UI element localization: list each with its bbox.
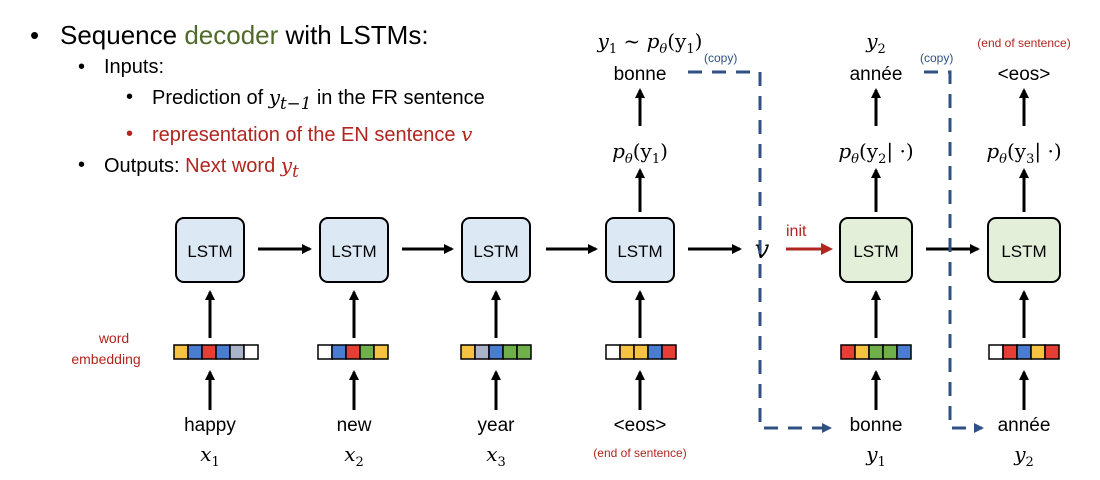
input-2-math: v (461, 122, 473, 146)
sample-label-y1: y1 ~ pθ(y1) (597, 29, 703, 57)
embedding-cell (633, 344, 649, 360)
outputs-math: y (280, 153, 293, 177)
embedding-cell (1002, 344, 1018, 360)
svg-text:LSTM: LSTM (617, 242, 662, 261)
embedding-cell (460, 344, 476, 360)
v-symbol: v (755, 235, 770, 265)
embedding-cell (605, 344, 621, 360)
embedding-cell (661, 344, 677, 360)
svg-text:LSTM: LSTM (1001, 242, 1046, 261)
input-word-eos: <eos> (614, 415, 667, 436)
bullet-inputs: Inputs: (78, 52, 485, 82)
embedding-cell (619, 344, 635, 360)
embedding-cell (345, 344, 361, 360)
embedding-cell (882, 344, 898, 360)
embedding-cell (988, 344, 1004, 360)
input-var-x2: x2 (344, 442, 364, 470)
embedding-vector-annee (988, 344, 1060, 360)
embedding-vector-year (460, 344, 532, 360)
prob-label-1: pθ(y1) (612, 139, 668, 167)
embedding-label-line2: embedding (71, 351, 140, 367)
input-1-text-end: in the FR sentence (311, 87, 485, 109)
svg-text:LSTM: LSTM (853, 242, 898, 261)
embedding-cell (173, 344, 189, 360)
output-word-eos: <eos> (998, 64, 1051, 85)
embedding-vector-bonne (840, 344, 912, 360)
embedding-cell (331, 344, 347, 360)
embedding-cell (854, 344, 870, 360)
copy-path-1 (688, 70, 832, 433)
input-1-sub: t−1 (280, 94, 312, 113)
embedding-cell (488, 344, 504, 360)
title-highlight: decoder (184, 20, 279, 50)
embedding-cell (359, 344, 375, 360)
eos-note-bottom: (end of sentence) (593, 446, 686, 460)
embedding-cell (201, 344, 217, 360)
copy-label-1: (copy) (704, 51, 737, 65)
lstm-cell-dec-2: LSTM (987, 217, 1061, 283)
embedding-cell (1044, 344, 1060, 360)
input-word-happy: happy (184, 415, 236, 436)
embedding-cell (840, 344, 856, 360)
embedding-cell (229, 344, 245, 360)
embedding-cell (1030, 344, 1046, 360)
embedding-cell (187, 344, 203, 360)
title-text: Sequence (60, 20, 185, 50)
embedding-vector-eos (605, 344, 677, 360)
embedding-cell (868, 344, 884, 360)
dec-input-var-y1: y1 (865, 442, 886, 470)
input-1-text: Prediction of (152, 87, 269, 109)
output-word-bonne: bonne (614, 64, 667, 85)
bullet-input-1: Prediction of yt−1 in the FR sentence (126, 82, 485, 119)
dec-input-word-bonne: bonne (850, 415, 903, 436)
embedding-cell (215, 344, 231, 360)
outputs-label: Outputs: (104, 155, 186, 177)
inputs-label: Inputs: (104, 56, 165, 78)
bullet-outputs: Outputs: Next word yt (78, 150, 485, 187)
title-text-end: with LSTMs: (278, 20, 429, 50)
input-word-year: year (478, 415, 516, 436)
input-var-x1: x1 (200, 442, 220, 470)
sample-label-y2: y2 (865, 29, 886, 57)
embedding-cell (516, 344, 532, 360)
embedding-cell (502, 344, 518, 360)
dec-input-var-y2: y2 (1013, 442, 1034, 470)
embedding-cell (317, 344, 333, 360)
svg-text:LSTM: LSTM (331, 242, 376, 261)
input-2-text: representation of the EN sentence (152, 124, 462, 146)
lstm-cell-enc-2: LSTM (319, 217, 389, 283)
copy-label-2: (copy) (920, 51, 953, 65)
outputs-highlight: Next word (185, 155, 281, 177)
input-1-math: y (268, 85, 281, 109)
embedding-cell (1016, 344, 1032, 360)
output-word-annee: année (850, 64, 903, 85)
prob-label-3: pθ(y3| ·) (986, 139, 1061, 167)
embedding-cell (243, 344, 259, 360)
lstm-cell-enc-3: LSTM (461, 217, 531, 283)
embedding-cell (373, 344, 389, 360)
embedding-vector-happy (173, 344, 259, 360)
lstm-cell-enc-4: LSTM (605, 217, 675, 283)
bullet-input-2: representation of the EN sentence v (126, 119, 485, 150)
input-var-x3: x3 (486, 442, 506, 470)
outputs-sub: t (292, 162, 299, 181)
bullet-title: Sequence decoder with LSTMs: (30, 18, 485, 52)
svg-text:LSTM: LSTM (187, 242, 232, 261)
copy-path-2 (924, 70, 984, 433)
dec-input-word-annee: année (998, 415, 1051, 436)
bullet-list: Sequence decoder with LSTMs: Inputs: Pre… (30, 18, 485, 187)
embedding-cell (474, 344, 490, 360)
input-word-new: new (337, 415, 372, 436)
prob-label-2: pθ(y2| ·) (838, 139, 913, 167)
lstm-cell-dec-1: LSTM (839, 217, 913, 283)
embedding-vector-new (317, 344, 389, 360)
lstm-cell-enc-1: LSTM (175, 217, 245, 283)
svg-text:LSTM: LSTM (473, 242, 518, 261)
eos-note-top: (end of sentence) (977, 36, 1070, 50)
init-label: init (786, 223, 807, 240)
embedding-cell (647, 344, 663, 360)
embedding-cell (896, 344, 912, 360)
embedding-label-line1: word (98, 330, 129, 346)
